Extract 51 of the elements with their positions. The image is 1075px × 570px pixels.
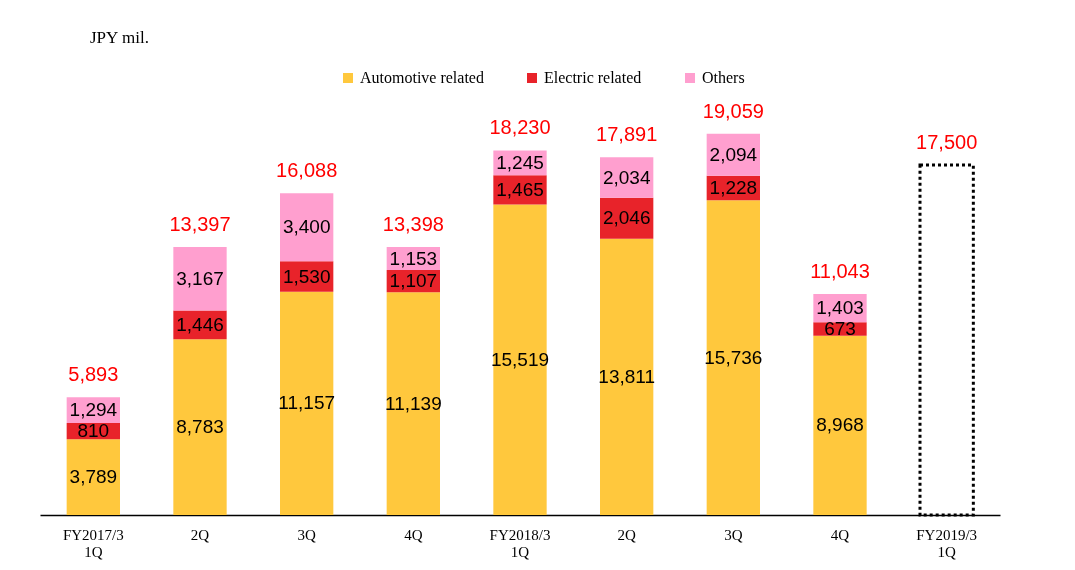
total-label: 11,043 [810, 260, 870, 283]
bar [280, 291, 334, 515]
x-tick-label: FY2017/3 1Q [62, 526, 124, 560]
bar [386, 292, 440, 515]
data-label: 1,403 [816, 297, 864, 319]
bar [173, 339, 227, 515]
data-label: 673 [824, 317, 856, 339]
total-label: 13,398 [382, 213, 444, 236]
total-label: 18,230 [489, 116, 551, 139]
data-label: 1,107 [389, 270, 438, 292]
x-tick-label: 2Q [617, 526, 636, 543]
total-label: 5,893 [68, 363, 119, 386]
legend-label: Automotive related [360, 69, 484, 86]
total-label: 19,059 [702, 99, 764, 122]
bar [813, 335, 867, 515]
x-tick-label: FY2018/3 1Q [489, 526, 551, 560]
data-label: 1,446 [176, 313, 224, 335]
total-label: 13,397 [169, 213, 231, 236]
bar [706, 200, 760, 515]
data-label: 8,783 [176, 416, 224, 438]
data-label: 1,294 [69, 399, 118, 421]
bar [493, 204, 547, 515]
data-label: 1,245 [496, 151, 544, 173]
legend-label: Electric related [544, 69, 642, 86]
total-label: 17,891 [596, 123, 658, 146]
data-label: 8,968 [816, 414, 864, 436]
total-label: 16,088 [276, 159, 338, 182]
data-label: 2,046 [602, 207, 651, 229]
data-label: 2,094 [709, 143, 758, 165]
bar [280, 193, 334, 262]
x-tick-label: 4Q [830, 526, 850, 543]
x-tick-label: FY2019/3 1Q [916, 526, 978, 560]
total-label: 17,500 [916, 131, 978, 153]
text: JPY mil. [90, 28, 149, 48]
x-tick-label: 2Q [190, 526, 210, 543]
bar [66, 439, 120, 515]
x-tick-label: 3Q [724, 526, 743, 543]
data-label: 810 [77, 420, 110, 442]
bar [600, 238, 654, 515]
legend-label: Others [702, 69, 745, 86]
data-label: 1,465 [496, 178, 544, 200]
data-label: 3,167 [176, 267, 224, 289]
x-tick-label: 4Q [404, 526, 423, 543]
data-label: 3,400 [282, 216, 331, 238]
data-label: 2,034 [602, 166, 651, 188]
data-label: 1,530 [282, 265, 331, 287]
x-tick-label: 3Q [297, 526, 316, 543]
data-label: 3,789 [69, 466, 118, 488]
bar [173, 247, 227, 311]
data-label: 1,228 [709, 177, 758, 198]
data-label: 1,153 [389, 247, 438, 269]
